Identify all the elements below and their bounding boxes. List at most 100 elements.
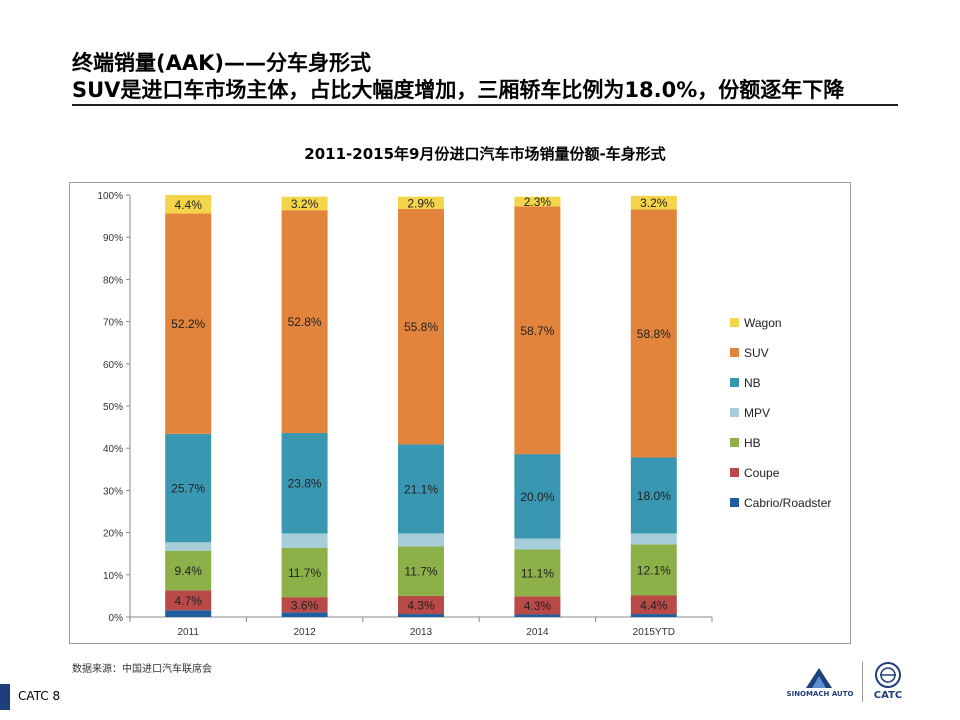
data-label: 23.8% <box>288 477 322 491</box>
y-tick-label: 0% <box>109 613 124 624</box>
legend-swatch <box>730 318 739 327</box>
sinomach-logo-text: SINOMACH AUTO <box>786 690 854 698</box>
bar-segment <box>281 433 328 534</box>
y-tick-label: 20% <box>103 529 123 540</box>
y-tick-label: 100% <box>97 191 123 202</box>
bar-segment <box>398 595 444 615</box>
legend-label: HB <box>744 436 761 450</box>
bar-segment <box>281 196 328 211</box>
x-tick-label: 2015YTD <box>633 627 675 638</box>
chart-frame <box>69 182 851 644</box>
bar-segment <box>281 210 328 434</box>
bar-segment <box>398 614 444 617</box>
data-label: 52.8% <box>288 315 322 329</box>
data-label: 2.9% <box>407 196 435 210</box>
data-label: 2.3% <box>524 195 552 209</box>
legend-label: MPV <box>744 406 770 420</box>
y-tick-label: 70% <box>103 318 123 329</box>
bar-segment <box>165 610 212 617</box>
data-label: 3.2% <box>291 197 319 211</box>
data-label: 20.0% <box>520 490 554 504</box>
logo-separator <box>862 662 863 702</box>
bar-segment <box>398 533 444 547</box>
legend-label: NB <box>744 376 761 390</box>
data-label: 4.4% <box>175 198 203 212</box>
legend-swatch <box>730 438 739 447</box>
bar-segment <box>514 454 561 539</box>
data-label: 58.8% <box>637 327 671 341</box>
slide-title: 终端销量(AAK)——分车身形式 SUV是进口车市场主体，占比大幅度增加，三厢轿… <box>72 50 902 104</box>
data-label: 3.2% <box>640 196 668 210</box>
legend-swatch <box>730 378 739 387</box>
bar-segment <box>398 444 444 534</box>
data-label: 4.3% <box>524 599 552 613</box>
bar-segment <box>514 596 561 615</box>
bar-segment <box>630 209 677 458</box>
legend-swatch <box>730 348 739 357</box>
bar-segment <box>514 196 561 207</box>
data-label: 3.6% <box>291 598 319 612</box>
bar-segment <box>514 549 561 597</box>
bar-segment <box>630 614 677 617</box>
data-label: 9.4% <box>175 564 203 578</box>
data-label: 11.7% <box>288 566 321 580</box>
legend-swatch <box>730 498 739 507</box>
data-label: 11.7% <box>404 565 437 579</box>
bar-segment <box>514 614 561 617</box>
legend-swatch <box>730 408 739 417</box>
bar-segment <box>281 547 328 598</box>
chart-title: 2011-2015年9月份进口汽车市场销量份额-车身形式 <box>304 145 666 163</box>
slide-title-line2: SUV是进口车市场主体，占比大幅度增加，三厢轿车比例为18.0%，份额逐年下降 <box>72 78 845 102</box>
legend-label: SUV <box>744 346 769 360</box>
bar-segment <box>398 208 444 445</box>
x-tick-label: 2011 <box>177 627 199 638</box>
slide-title-line1: 终端销量(AAK)——分车身形式 <box>72 51 371 75</box>
y-tick-label: 80% <box>103 275 123 286</box>
catc-logo-icon <box>875 662 901 688</box>
y-tick-label: 30% <box>103 486 123 497</box>
bar-segment <box>281 533 328 548</box>
bar-segment <box>630 195 677 210</box>
data-label: 4.4% <box>640 598 668 612</box>
data-label: 55.8% <box>404 320 438 334</box>
x-tick-label: 2013 <box>410 627 433 638</box>
data-label: 21.1% <box>404 482 438 496</box>
data-label: 25.7% <box>171 482 205 496</box>
bar-segment <box>514 538 561 550</box>
footer-accent-bar <box>0 684 10 710</box>
bar-segment <box>165 195 212 214</box>
bar-segment <box>398 196 444 209</box>
bar-segment <box>514 206 561 455</box>
data-label: 4.7% <box>175 594 203 608</box>
sinomach-logo-icon <box>806 668 832 688</box>
bar-segment <box>630 533 677 545</box>
bar-segment <box>165 590 212 611</box>
data-label: 52.2% <box>171 317 205 331</box>
x-tick-label: 2012 <box>293 627 316 638</box>
bar-segment <box>281 612 328 617</box>
legend-swatch <box>730 468 739 477</box>
legend-label: Coupe <box>744 466 780 480</box>
bar-segment <box>630 457 677 534</box>
catc-logo-text: CATC <box>873 690 903 701</box>
bar-segment <box>165 550 212 591</box>
bar-segment <box>398 546 444 596</box>
title-divider <box>72 104 898 106</box>
bar-segment <box>630 544 677 596</box>
x-tick-label: 2014 <box>526 627 549 638</box>
y-tick-label: 90% <box>103 233 123 244</box>
legend-label: Cabrio/Roadster <box>744 496 831 510</box>
data-label: 12.1% <box>637 563 671 577</box>
y-tick-label: 60% <box>103 360 123 371</box>
bar-segment <box>630 595 677 615</box>
y-tick-label: 50% <box>103 402 123 413</box>
y-tick-label: 40% <box>103 444 123 455</box>
data-label: 4.3% <box>407 598 435 612</box>
data-label: 18.0% <box>637 489 671 503</box>
bar-segment <box>281 597 328 613</box>
footer-page-label: CATC 8 <box>18 689 61 703</box>
bar-segment <box>165 433 212 543</box>
bar-segment <box>165 213 212 434</box>
data-source-note: 数据来源：中国进口汽车联席会 <box>72 664 212 675</box>
